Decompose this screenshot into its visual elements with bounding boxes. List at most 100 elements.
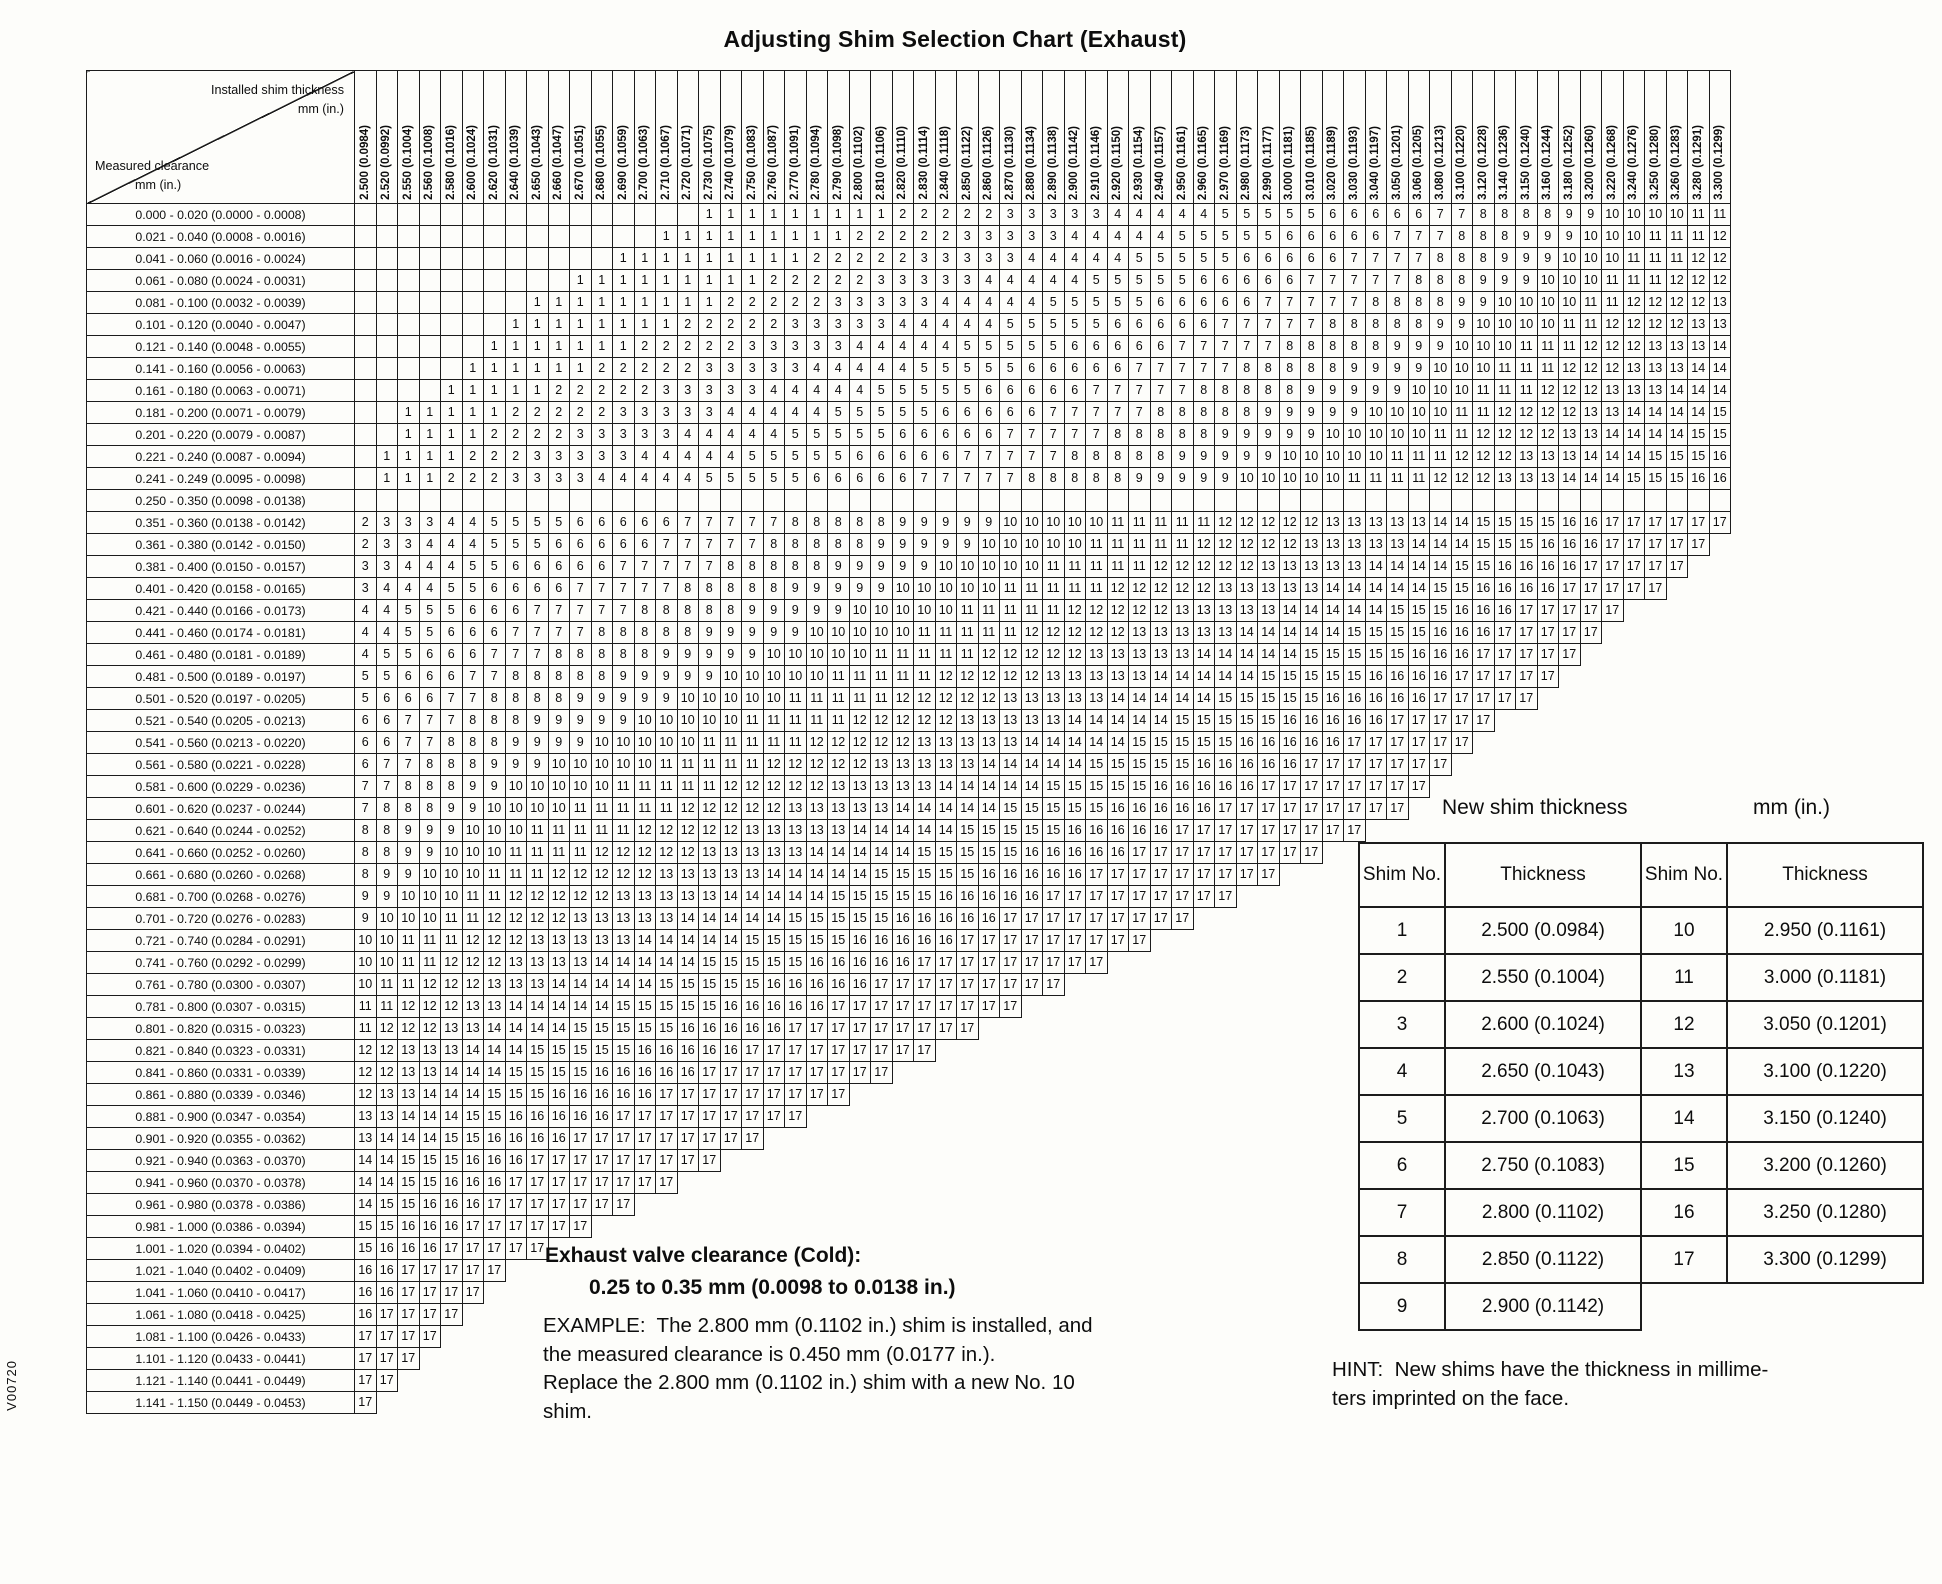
matrix-outside-cell: [1301, 1172, 1323, 1194]
matrix-cell: 6: [1063, 335, 1086, 358]
matrix-cell: 9: [762, 599, 785, 622]
shim-table-row: 3 2.600 (0.1024) 12 3.050 (0.1201): [1358, 1000, 1924, 1049]
matrix-cell: 8: [1235, 379, 1258, 402]
matrix-cell: 7: [569, 599, 592, 622]
matrix-cell: 2: [891, 225, 914, 248]
matrix-empty-cell: [698, 489, 721, 512]
matrix-cell: 13: [827, 819, 850, 842]
matrix-cell: 5: [526, 533, 549, 556]
matrix-cell: 4: [375, 621, 398, 644]
matrix-cell: 17: [612, 1127, 635, 1150]
matrix-cell: 6: [1085, 357, 1108, 380]
matrix-cell: 17: [1042, 907, 1065, 930]
matrix-cell: 8: [354, 863, 377, 886]
matrix-cell: 14: [1665, 423, 1688, 446]
shim-thickness-cell: 2.750 (0.1083): [1444, 1141, 1642, 1190]
matrix-cell: 15: [547, 1061, 570, 1084]
matrix-cell: 8: [354, 819, 377, 842]
matrix-outside-cell: [785, 1150, 807, 1172]
matrix-outside-cell: [1172, 1128, 1194, 1150]
matrix-cell: 11: [1515, 357, 1538, 380]
matrix-cell: 12: [375, 1039, 398, 1062]
matrix-cell: 8: [1171, 401, 1194, 424]
matrix-cell: 13: [698, 841, 721, 864]
matrix-cell: 15: [1450, 555, 1473, 578]
matrix-cell: 7: [633, 555, 656, 578]
matrix-cell: 13: [719, 863, 742, 886]
matrix-cell: 15: [870, 885, 893, 908]
matrix-cell: 15: [1321, 665, 1344, 688]
matrix-outside-cell: [1258, 1062, 1280, 1084]
matrix-cell: 3: [547, 467, 570, 490]
matrix-cell: 8: [418, 775, 441, 798]
matrix-cell: 16: [805, 951, 828, 974]
matrix-outside-cell: [1258, 1172, 1280, 1194]
matrix-cell: 9: [698, 621, 721, 644]
matrix-cell: 14: [1063, 753, 1086, 776]
matrix-cell: 6: [633, 533, 656, 556]
matrix-empty-cell: [612, 225, 635, 248]
matrix-outside-cell: [1537, 820, 1559, 842]
matrix-cell: 11: [1558, 335, 1581, 358]
matrix-cell: 17: [397, 1303, 420, 1326]
matrix-cell: 17: [1601, 555, 1624, 578]
matrix-cell: 16: [676, 1017, 699, 1040]
matrix-cell: 11: [891, 643, 914, 666]
row-label: 0.221 - 0.240 (0.0087 - 0.0094): [86, 445, 355, 468]
matrix-cell: 13: [1020, 687, 1043, 710]
matrix-cell: 14: [547, 973, 570, 996]
matrix-outside-cell: [1215, 1260, 1237, 1282]
matrix-outside-cell: [1623, 776, 1645, 798]
matrix-cell: 5: [827, 445, 850, 468]
matrix-cell: 17: [741, 1039, 764, 1062]
matrix-outside-cell: [1150, 1348, 1172, 1370]
matrix-cell: 17: [1321, 775, 1344, 798]
matrix-outside-cell: [484, 1282, 506, 1304]
matrix-outside-cell: [785, 1216, 807, 1238]
matrix-cell: 1: [827, 203, 850, 226]
matrix-outside-cell: [1193, 974, 1215, 996]
matrix-empty-cell: [440, 313, 463, 336]
matrix-cell: 6: [999, 379, 1022, 402]
matrix-outside-cell: [1279, 1172, 1301, 1194]
matrix-cell: 5: [956, 379, 979, 402]
shim-table-row: 5 2.700 (0.1063) 14 3.150 (0.1240): [1358, 1094, 1924, 1143]
matrix-outside-cell: [1301, 996, 1323, 1018]
matrix-cell: 7: [741, 533, 764, 556]
column-header: 2.690 (0.1059): [612, 70, 635, 204]
matrix-cell: 8: [612, 621, 635, 644]
matrix-outside-cell: [1645, 666, 1667, 688]
matrix-outside-cell: [419, 1392, 441, 1414]
matrix-outside-cell: [1451, 776, 1473, 798]
matrix-outside-cell: [1021, 1216, 1043, 1238]
matrix-cell: 16: [1472, 599, 1495, 622]
matrix-empty-cell: [1321, 489, 1344, 512]
matrix-cell: 11: [977, 621, 1000, 644]
matrix-cell: 17: [1300, 753, 1323, 776]
matrix-cell: 12: [418, 995, 441, 1018]
matrix-cell: 16: [440, 1215, 463, 1238]
matrix-outside-cell: [1666, 578, 1688, 600]
matrix-cell: 6: [1257, 247, 1280, 270]
matrix-cell: 13: [934, 753, 957, 776]
matrix-cell: 11: [1515, 379, 1538, 402]
matrix-outside-cell: [1086, 1194, 1108, 1216]
matrix-cell: 3: [891, 269, 914, 292]
matrix-cell: 15: [397, 1171, 420, 1194]
matrix-cell: 14: [1407, 577, 1430, 600]
matrix-cell: 2: [655, 335, 678, 358]
matrix-outside-cell: [1709, 556, 1731, 578]
matrix-cell: 14: [633, 951, 656, 974]
matrix-empty-cell: [1407, 489, 1430, 512]
matrix-cell: 9: [1343, 401, 1366, 424]
matrix-cell: 17: [590, 1193, 613, 1216]
matrix-cell: 6: [461, 621, 484, 644]
matrix-cell: 5: [1214, 225, 1237, 248]
matrix-cell: 6: [913, 445, 936, 468]
matrix-cell: 17: [913, 995, 936, 1018]
row-label: 1.101 - 1.120 (0.0433 - 0.0441): [86, 1347, 355, 1370]
matrix-cell: 5: [956, 357, 979, 380]
matrix-empty-cell: [461, 489, 484, 512]
matrix-cell: 6: [1128, 313, 1151, 336]
matrix-row: 0.381 - 0.400 (0.0150 - 0.0157) 3 3 4 4 4 5 5 6 6…: [86, 555, 1731, 578]
